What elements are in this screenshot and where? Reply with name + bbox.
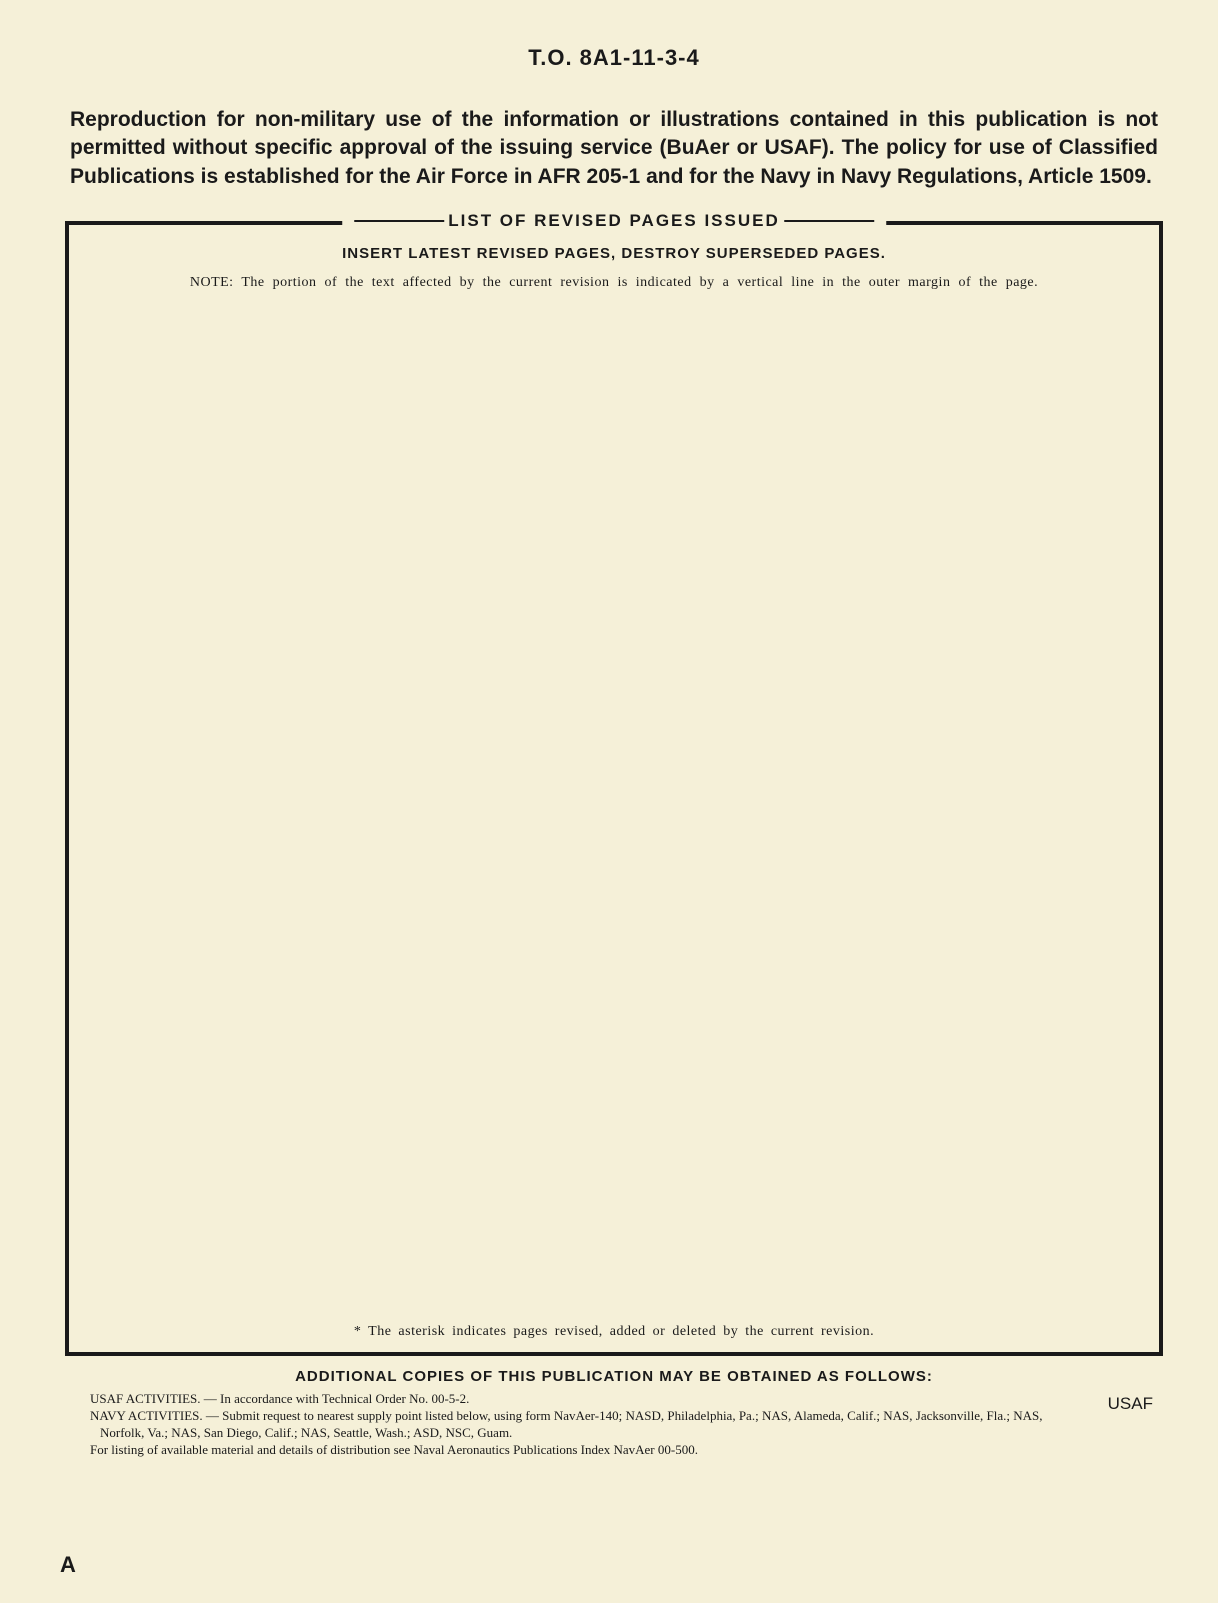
reproduction-notice: Reproduction for non-military use of the…: [65, 106, 1163, 191]
navy-listing-line: For listing of available material and de…: [90, 1442, 1083, 1459]
revised-pages-section: LIST OF REVISED PAGES ISSUED INSERT LATE…: [65, 221, 1163, 1356]
page-letter: A: [60, 1552, 76, 1578]
revision-note: NOTE: The portion of the text affected b…: [94, 272, 1134, 293]
usaf-label: USAF: [1108, 1394, 1153, 1414]
asterisk-note: * The asterisk indicates pages revised, …: [69, 1324, 1159, 1340]
revised-pages-title: LIST OF REVISED PAGES ISSUED: [448, 211, 780, 231]
document-number-header: T.O. 8A1-11-3-4: [65, 45, 1163, 71]
revised-pages-box: INSERT LATEST REVISED PAGES, DESTROY SUP…: [65, 221, 1163, 1356]
footer-section: USAF USAF ACTIVITIES. — In accordance wi…: [65, 1391, 1163, 1459]
usaf-activities-line: USAF ACTIVITIES. — In accordance with Te…: [90, 1391, 1083, 1408]
navy-activities-line: NAVY ACTIVITIES. — Submit request to nea…: [90, 1408, 1083, 1442]
title-dash-left: [354, 220, 444, 222]
insert-instruction: INSERT LATEST REVISED PAGES, DESTROY SUP…: [94, 245, 1134, 262]
activities-text: USAF ACTIVITIES. — In accordance with Te…: [65, 1391, 1163, 1459]
title-dash-right: [784, 220, 874, 222]
box-title-banner: LIST OF REVISED PAGES ISSUED: [342, 211, 886, 231]
additional-copies-header: ADDITIONAL COPIES OF THIS PUBLICATION MA…: [65, 1368, 1163, 1385]
